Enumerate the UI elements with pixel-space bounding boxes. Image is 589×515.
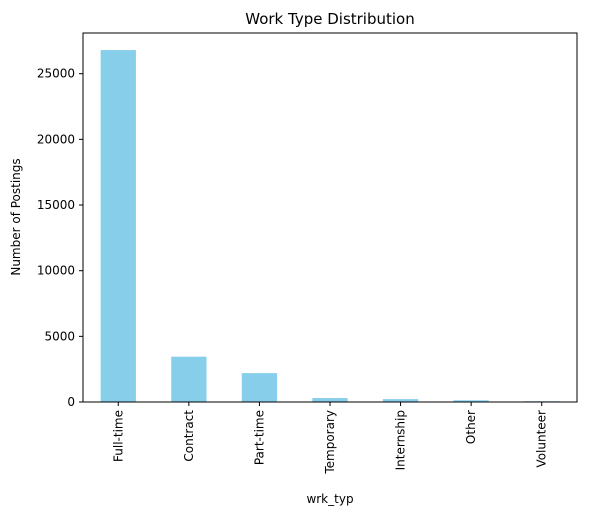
x-axis-label: wrk_typ [306, 492, 353, 506]
y-axis: 0 5000 10000 15000 20000 25000 [37, 67, 83, 409]
bar-other [453, 400, 489, 402]
bar-internship [382, 399, 419, 402]
bar-contract [171, 356, 207, 402]
x-tick-label: Contract [182, 410, 196, 462]
bar-full-time [100, 50, 136, 403]
y-axis-label: Number of Postings [9, 158, 23, 275]
x-tick-label: Full-time [111, 410, 125, 462]
bar-temporary [312, 398, 348, 402]
x-tick-label: Part-time [252, 410, 266, 465]
chart-title: Work Type Distribution [245, 10, 414, 28]
y-tick-label: 20000 [37, 132, 75, 146]
x-tick-label: Volunteer [535, 410, 549, 468]
y-tick-label: 15000 [37, 198, 75, 212]
y-tick-label: 25000 [37, 67, 75, 81]
y-tick-label: 0 [67, 395, 75, 409]
bars-group [100, 50, 560, 403]
y-tick-label: 10000 [37, 264, 75, 278]
y-tick-label: 5000 [44, 329, 75, 343]
bar-part-time [241, 373, 278, 402]
x-tick-label: Other [464, 410, 478, 444]
plot-frame [82, 32, 578, 403]
x-tick-label: Temporary [323, 410, 337, 475]
x-axis: Full-time Contract Part-time Temporary Inter… [111, 402, 549, 475]
x-tick-label: Internship [394, 410, 408, 470]
